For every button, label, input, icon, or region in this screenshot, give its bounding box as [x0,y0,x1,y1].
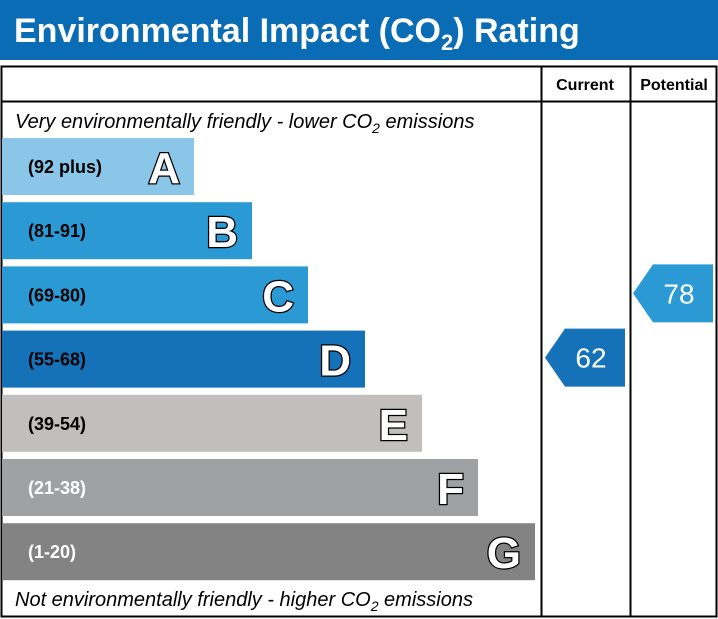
band-range: (92 plus) [28,157,102,177]
band-range: (21-38) [28,478,86,498]
frame [0,65,718,618]
band-letter: F [437,465,464,514]
band-letter: E [379,401,408,450]
band-bar [2,202,252,260]
rating-value: 62 [575,343,606,374]
potential-rating: 78 [633,264,713,323]
band-bar [2,138,194,195]
band-bar [2,523,535,581]
band-g: (1-20) G [2,523,535,581]
bottom-note: Not environmentally friendly - higher CO… [15,589,473,614]
band-letter: D [319,337,351,386]
chart-title: Environmental Impact (CO2) Rating [14,12,580,55]
column-header-current: Current [556,77,614,94]
rating-arrow [545,328,625,387]
band-c: (69-80) C [2,266,308,324]
band-b: (81-91) B [2,202,252,260]
band-f: (21-38) F [2,459,478,516]
band-letter: C [262,272,294,321]
band-bar [2,266,308,324]
rating-arrow [633,264,713,323]
band-bar [2,394,422,452]
band-bar [2,330,365,388]
band-range: (69-80) [28,285,86,305]
band-letter: A [148,144,180,193]
band-range: (55-68) [28,350,86,370]
band-a: (92 plus) A [2,138,194,195]
band-range: (1-20) [28,542,76,562]
band-e: (39-54) E [2,394,422,452]
rating-value: 78 [663,278,694,309]
band-bar [2,459,478,516]
band-range: (81-91) [28,221,86,241]
top-note: Very environmentally friendly - lower CO… [15,111,474,136]
band-d: (55-68) D [2,330,365,388]
current-rating: 62 [545,328,625,387]
band-letter: B [206,208,238,257]
band-letter: G [487,529,521,578]
title-bar [0,0,718,60]
column-header-potential: Potential [640,77,708,94]
band-range: (39-54) [28,414,86,434]
